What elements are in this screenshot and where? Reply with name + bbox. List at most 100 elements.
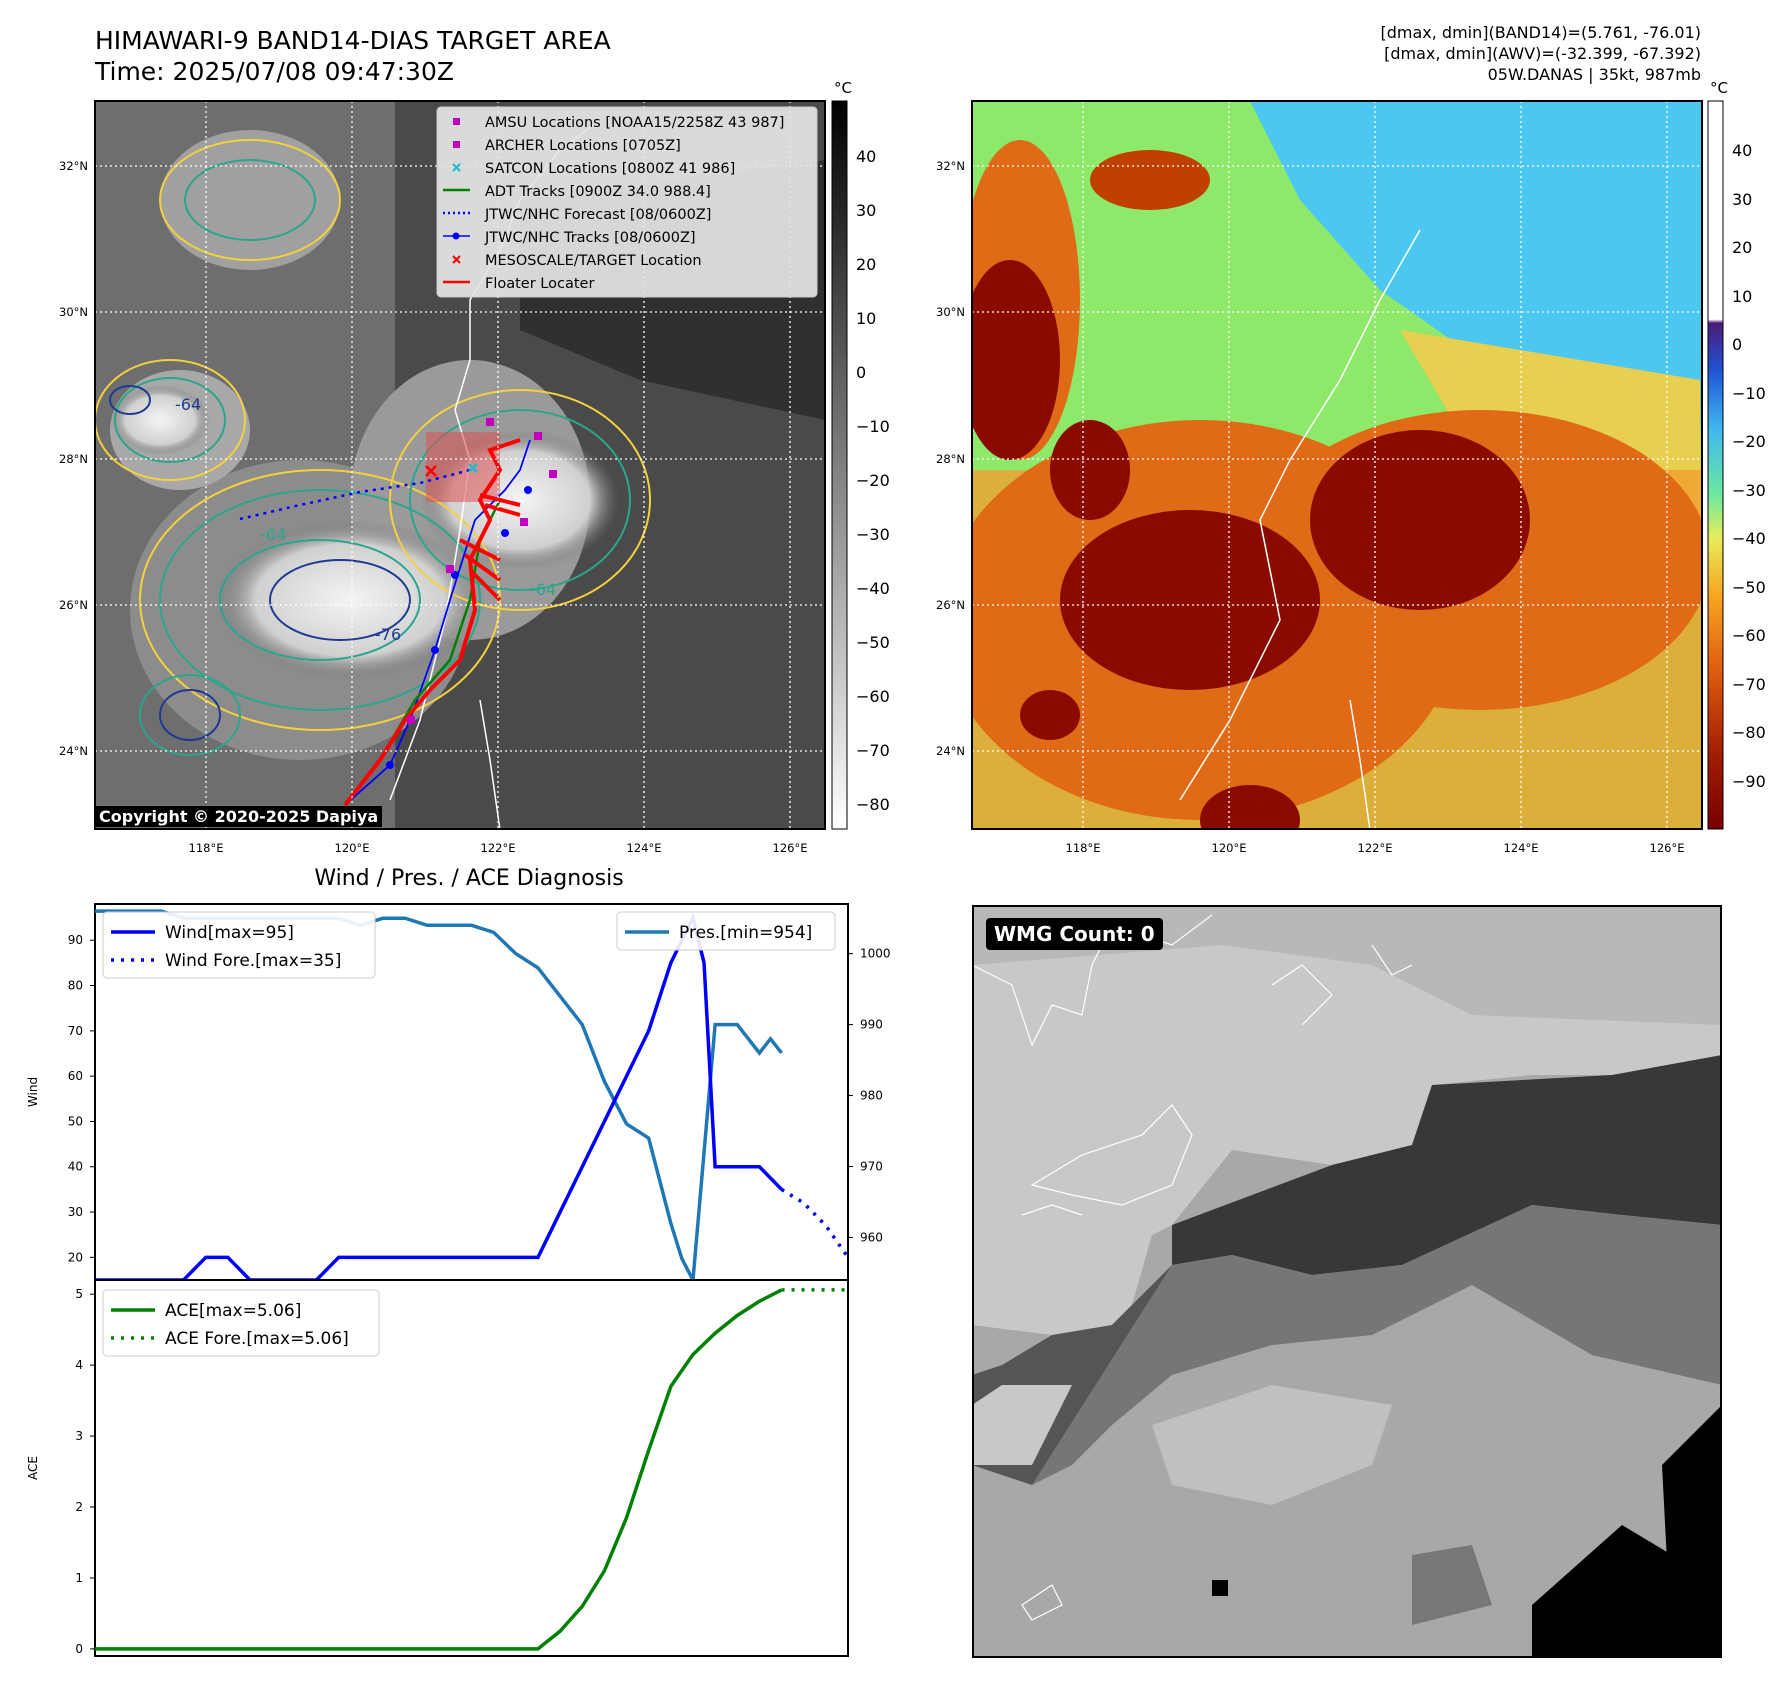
- colorbar-band14: [831, 100, 848, 830]
- wind-ytick-label: 60: [68, 1069, 83, 1083]
- wind-legend-label: Wind Fore.[max=35]: [165, 951, 341, 971]
- wind-ytick-label: 30: [68, 1205, 83, 1219]
- colorbar2-unit: °C: [1710, 79, 1728, 97]
- wind-ytick-label: 50: [68, 1114, 83, 1128]
- copyright-badge: Copyright © 2020-2025 Dapiya: [95, 806, 383, 827]
- svg-text:40: 40: [1732, 141, 1752, 160]
- map1-lat-28: 28°N: [59, 452, 88, 466]
- map-legend: [436, 106, 818, 298]
- legend-amsu: AMSU Locations [NOAA15/2258Z 43 987]: [485, 115, 784, 131]
- svg-text:−30: −30: [1732, 481, 1766, 500]
- ace-ytick-label: 3: [75, 1429, 83, 1443]
- ace-ytick-label: 0: [75, 1642, 83, 1656]
- svg-text:0: 0: [1732, 335, 1742, 354]
- info-storm-status: 05W.DANAS | 35kt, 987mb: [1487, 65, 1701, 84]
- series-aceline: [95, 1288, 783, 1651]
- svg-text:−30: −30: [856, 525, 890, 544]
- ace-ytick-label: 1: [75, 1571, 83, 1585]
- svg-text:20: 20: [856, 255, 876, 274]
- map1-lon-120: 120°E: [335, 841, 370, 855]
- wind-y2tick-label: 970: [860, 1159, 883, 1173]
- svg-text:−50: −50: [1732, 578, 1766, 597]
- svg-text:10: 10: [1732, 287, 1752, 306]
- svg-text:−60: −60: [856, 687, 890, 706]
- wind-ytick-label: 70: [68, 1024, 83, 1038]
- legend-satcon: SATCON Locations [0800Z 41 986]: [485, 161, 735, 177]
- wmg-panel: [972, 905, 1722, 1658]
- wind-legend-label: Wind[max=95]: [165, 923, 294, 943]
- wind-ytick-label: 90: [68, 933, 83, 947]
- svg-text:−40: −40: [1732, 529, 1766, 548]
- legend-markers: [443, 118, 470, 284]
- chart-timestamp: Time: 2025/07/08 09:47:30Z: [95, 57, 454, 86]
- contour-label-2: -64: [260, 525, 286, 544]
- ace-legend-label: ACE[max=5.06]: [165, 1301, 301, 1321]
- series-wind-fore-line: [780, 1187, 850, 1259]
- legend-archer: ARCHER Locations [0705Z]: [485, 138, 681, 154]
- chart-title: HIMAWARI-9 BAND14-DIAS TARGET AREA: [95, 26, 611, 55]
- svg-text:−20: −20: [1732, 432, 1766, 451]
- ace-legend: [102, 1289, 380, 1357]
- legend-jtwc-tracks: JTWC/NHC Tracks [08/0600Z]: [484, 230, 696, 246]
- awv-map-panel: 32°N 30°N 28°N 26°N 24°N 118°E 120°E 122…: [936, 79, 1766, 855]
- svg-text:30: 30: [856, 201, 876, 220]
- series-windline: [95, 912, 783, 1282]
- colorbar1-unit: °C: [834, 79, 852, 97]
- wind-y2tick-label: 980: [860, 1089, 883, 1103]
- wmg-count-badge: WMG Count: 0: [986, 918, 1163, 950]
- svg-text:30: 30: [1732, 190, 1752, 209]
- colorbar2-ticks: 40 30 20 10 0 −10 −20 −30 −40 −50 −60 −7…: [1732, 141, 1766, 791]
- ace-ytick-label: 2: [75, 1500, 83, 1514]
- map1-lon-124: 124°E: [627, 841, 662, 855]
- svg-text:−70: −70: [1732, 675, 1766, 694]
- wind-y2tick-label: 960: [860, 1230, 883, 1244]
- svg-text:−10: −10: [1732, 384, 1766, 403]
- jtwc-track: [344, 439, 531, 806]
- map2-lon-124: 124°E: [1504, 841, 1539, 855]
- map2-lat-30: 30°N: [936, 305, 965, 319]
- ace-legend-label: ACE Fore.[max=5.06]: [165, 1329, 349, 1349]
- wind-legend: [102, 911, 376, 979]
- wind-ytick-label: 80: [68, 979, 83, 993]
- svg-text:0: 0: [856, 363, 866, 382]
- map1-lat-30: 30°N: [59, 305, 88, 319]
- svg-text:20: 20: [1732, 238, 1752, 257]
- ir-map-panel: -64 -64 -76 -64: [59, 79, 890, 855]
- map2-lat-26: 26°N: [936, 598, 965, 612]
- info-awv-range: [dmax, dmin](AWV)=(-32.399, -67.392): [1384, 44, 1701, 63]
- info-band14-range: [dmax, dmin](BAND14)=(5.761, -76.01): [1380, 23, 1702, 42]
- legend-jtwc-forecast: JTWC/NHC Forecast [08/0600Z]: [484, 207, 711, 223]
- map2-lat-32: 32°N: [936, 159, 965, 173]
- svg-text:40: 40: [856, 147, 876, 166]
- map1-lat-24: 24°N: [59, 744, 88, 758]
- map1-lon-122: 122°E: [481, 841, 516, 855]
- wind-y2tick-label: 1000: [860, 947, 891, 961]
- target-area-box: [426, 432, 500, 502]
- ace-ytick-label: 4: [75, 1358, 83, 1372]
- svg-text:−80: −80: [856, 795, 890, 814]
- map2-lat-24: 24°N: [936, 744, 965, 758]
- contour-label-4: -64: [530, 580, 556, 599]
- wind-y2tick-label: 990: [860, 1018, 883, 1032]
- map1-lon-126: 126°E: [773, 841, 808, 855]
- legend-adt: ADT Tracks [0900Z 34.0 988.4]: [485, 184, 711, 200]
- ace-ylabel: ACE: [26, 1456, 40, 1480]
- map2-lon-120: 120°E: [1212, 841, 1247, 855]
- map2-lon-118: 118°E: [1066, 841, 1101, 855]
- svg-text:−10: −10: [856, 417, 890, 436]
- svg-text:−40: −40: [856, 579, 890, 598]
- svg-text:−60: −60: [1732, 626, 1766, 645]
- forecast-track: [239, 468, 471, 521]
- legend-mesoscale: MESOSCALE/TARGET Location: [485, 253, 702, 269]
- contour-label-3: -76: [375, 625, 401, 644]
- legend-floater: Floater Locater: [485, 276, 594, 292]
- wind-legend-label: Pres.[min=954]: [679, 923, 812, 943]
- map2-lat-28: 28°N: [936, 452, 965, 466]
- ace-ytick-label: 5: [75, 1287, 83, 1301]
- map1-lat-26: 26°N: [59, 598, 88, 612]
- contour-label-1: -64: [175, 395, 201, 414]
- svg-text:−20: −20: [856, 471, 890, 490]
- wind-legend: [616, 911, 836, 951]
- wind-ytick-label: 20: [68, 1250, 83, 1264]
- colorbar1-ticks: 40 30 20 10 0 −10 −20 −30 −40 −50 −60 −7…: [856, 147, 890, 814]
